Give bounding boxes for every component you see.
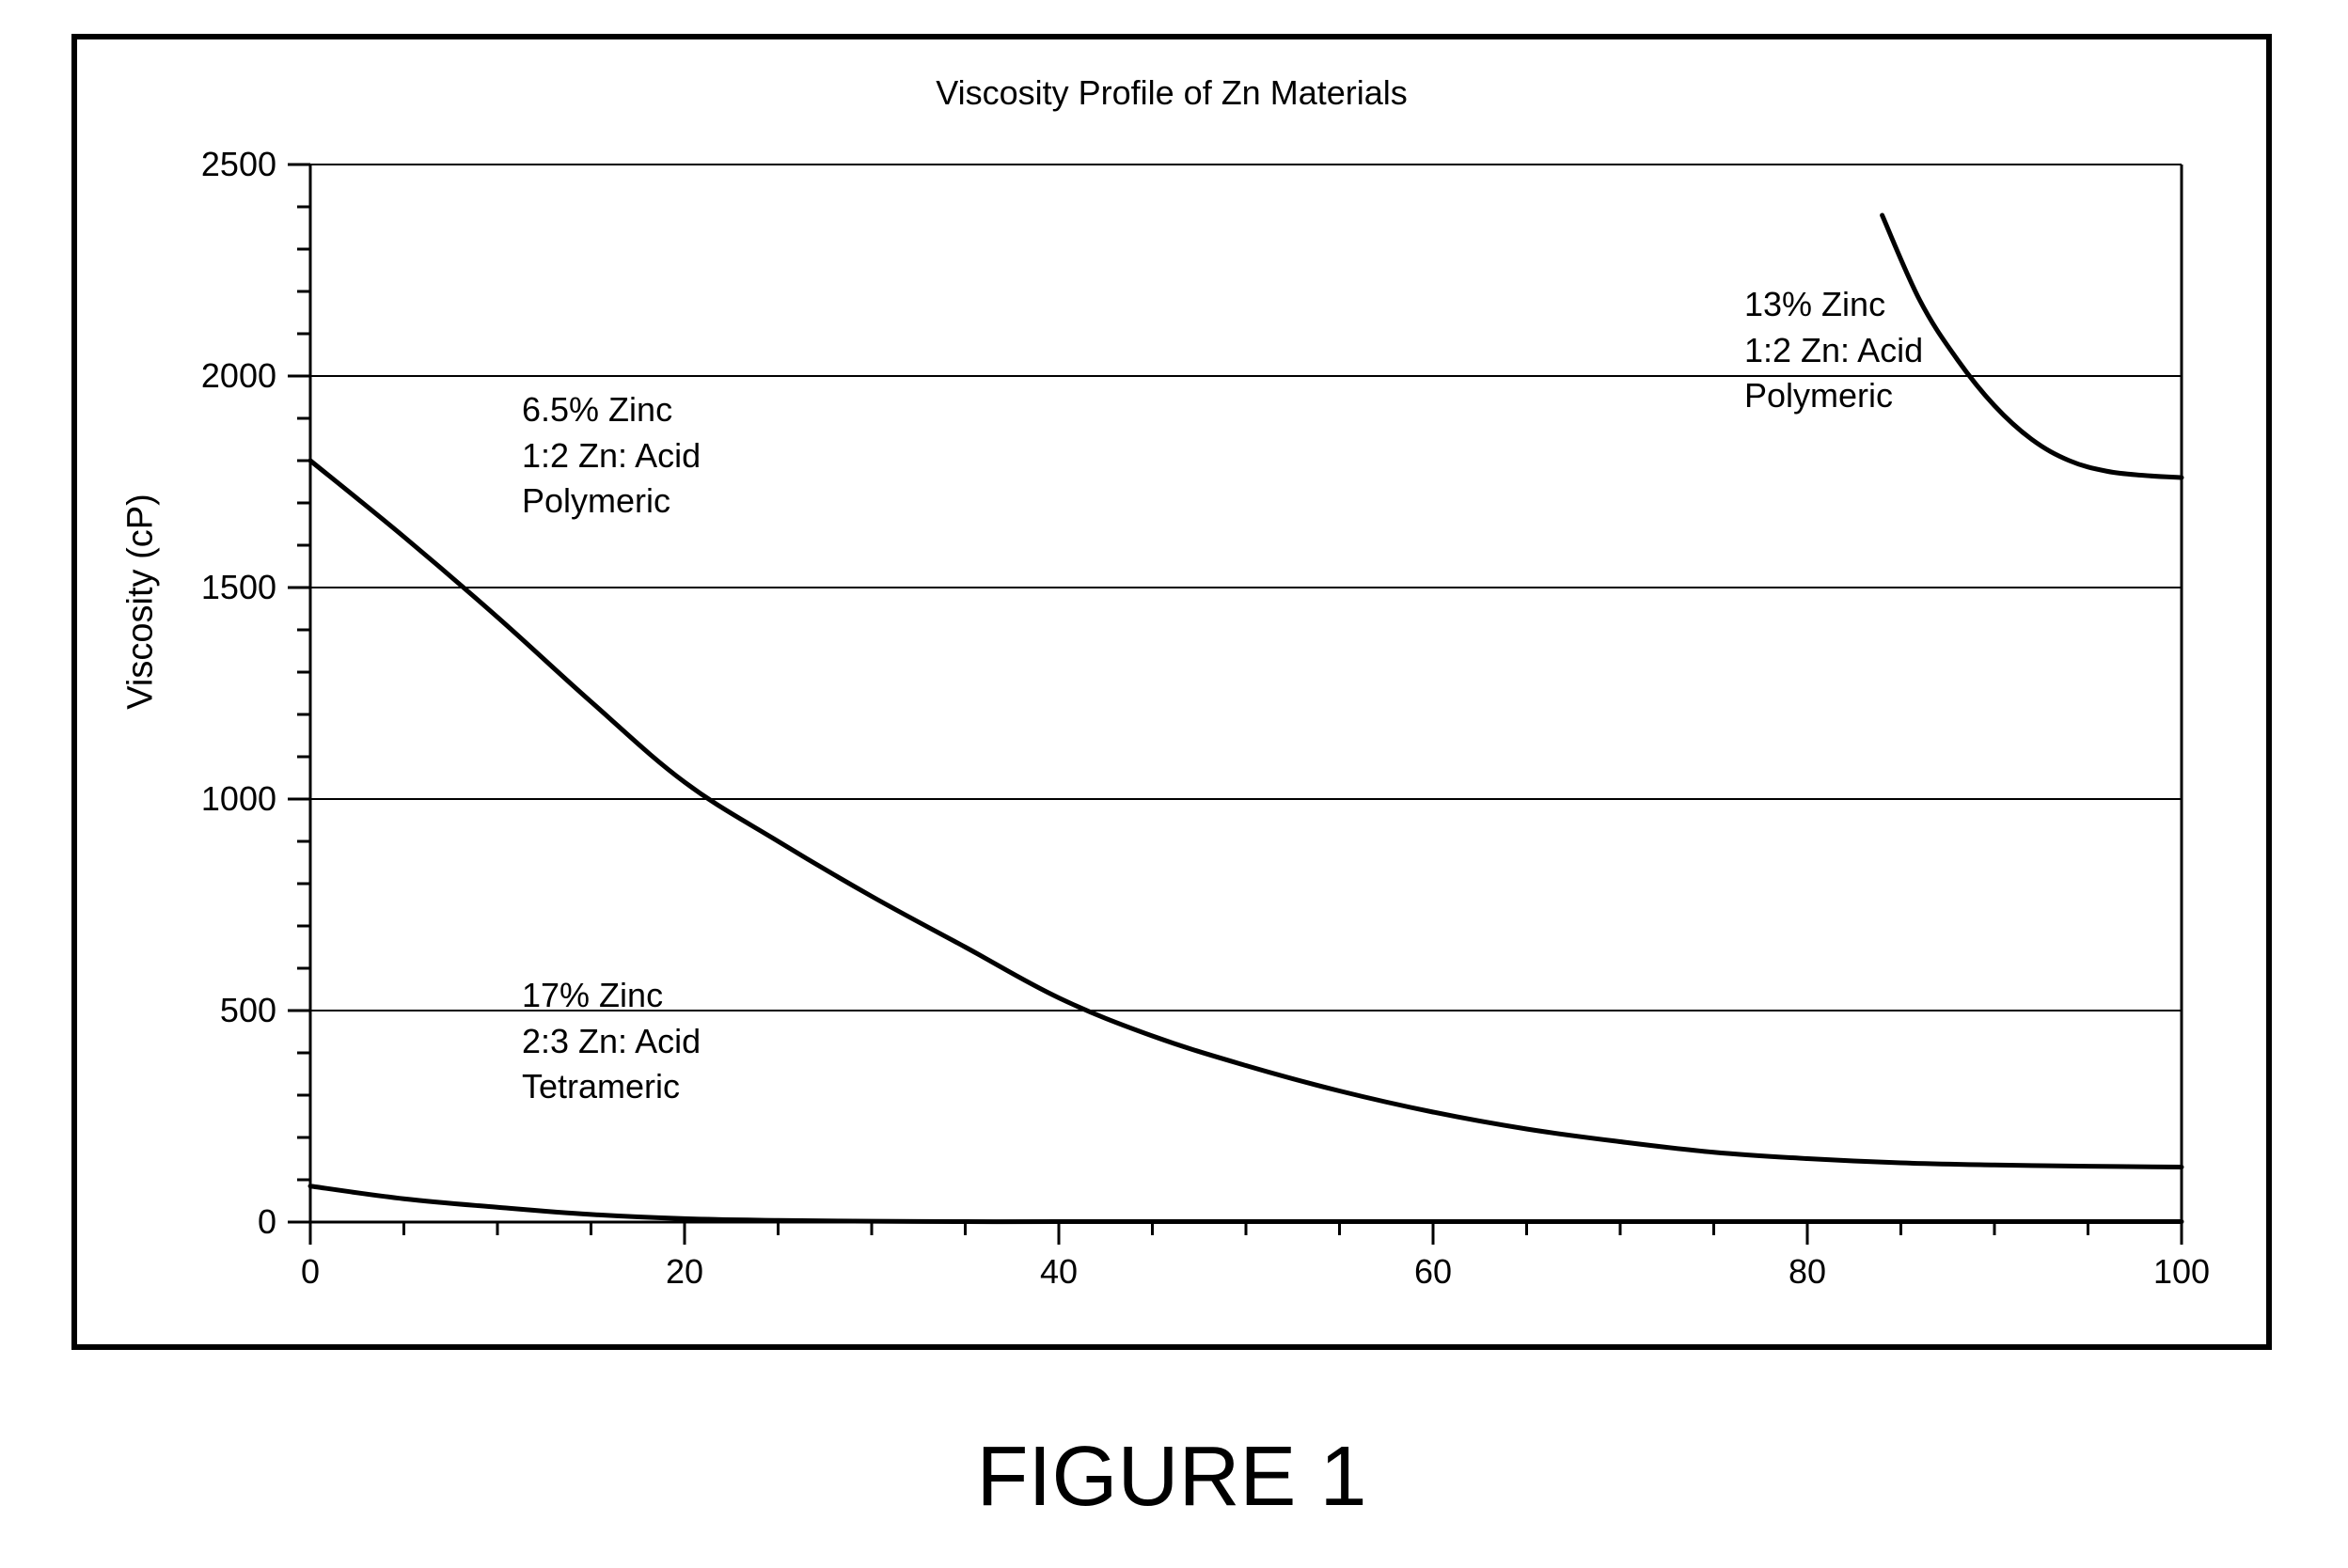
x-tick-label: 20 — [666, 1252, 703, 1292]
x-tick-label: 60 — [1414, 1252, 1452, 1292]
y-tick-label: 2500 — [201, 145, 276, 184]
y-tick-label: 1500 — [201, 568, 276, 607]
y-tick-label: 1000 — [201, 779, 276, 819]
plot-svg — [0, 0, 2348, 1568]
figure-caption: FIGURE 1 — [976, 1429, 1366, 1526]
label-17-zinc: 17% Zinc 2:3 Zn: Acid Tetrameric — [522, 973, 701, 1110]
page: Viscosity Profile of Zn Materials Viscos… — [0, 0, 2348, 1568]
x-tick-label: 80 — [1789, 1252, 1826, 1292]
x-tick-label: 100 — [2153, 1252, 2210, 1292]
x-tick-label: 40 — [1040, 1252, 1078, 1292]
y-tick-label: 2000 — [201, 356, 276, 396]
series-line — [1883, 215, 2182, 478]
y-tick-label: 500 — [220, 991, 276, 1030]
label-13-zinc: 13% Zinc 1:2 Zn: Acid Polymeric — [1744, 282, 1923, 419]
label-6p5-zinc: 6.5% Zinc 1:2 Zn: Acid Polymeric — [522, 387, 701, 525]
series-line — [310, 1186, 2182, 1222]
y-tick-label: 0 — [258, 1202, 276, 1242]
x-tick-label: 0 — [301, 1252, 320, 1292]
